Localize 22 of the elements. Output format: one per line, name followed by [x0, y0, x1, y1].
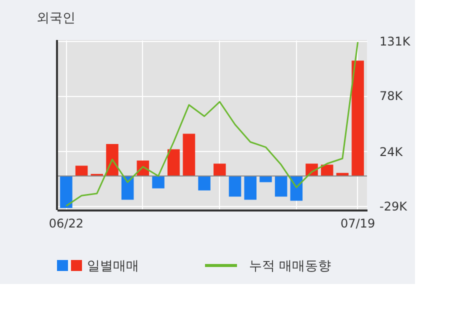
- y-tick-label: -29K: [380, 199, 408, 214]
- bar: [228, 176, 242, 197]
- x-tick-label: 07/19: [340, 216, 376, 230]
- y-tick-label: 78K: [380, 89, 404, 104]
- bar: [244, 176, 257, 200]
- bar: [75, 166, 88, 176]
- bar: [182, 134, 196, 176]
- line-series: [65, 41, 359, 207]
- x-tick-label: 06/22: [48, 216, 84, 230]
- bar: [260, 176, 272, 182]
- legend-label: 누적 매매동향: [249, 259, 332, 274]
- bar: [167, 149, 180, 176]
- bar: [214, 164, 226, 176]
- bar: [152, 176, 164, 188]
- y-tick-label: 24K: [380, 144, 404, 159]
- bar: [198, 176, 210, 190]
- legend-label: 일별매매: [87, 259, 139, 274]
- bar: [352, 60, 364, 176]
- bar: [60, 176, 72, 208]
- y-tick-label: 131K: [380, 34, 412, 49]
- chart-title: 외국인: [36, 11, 76, 26]
- bar: [274, 176, 288, 197]
